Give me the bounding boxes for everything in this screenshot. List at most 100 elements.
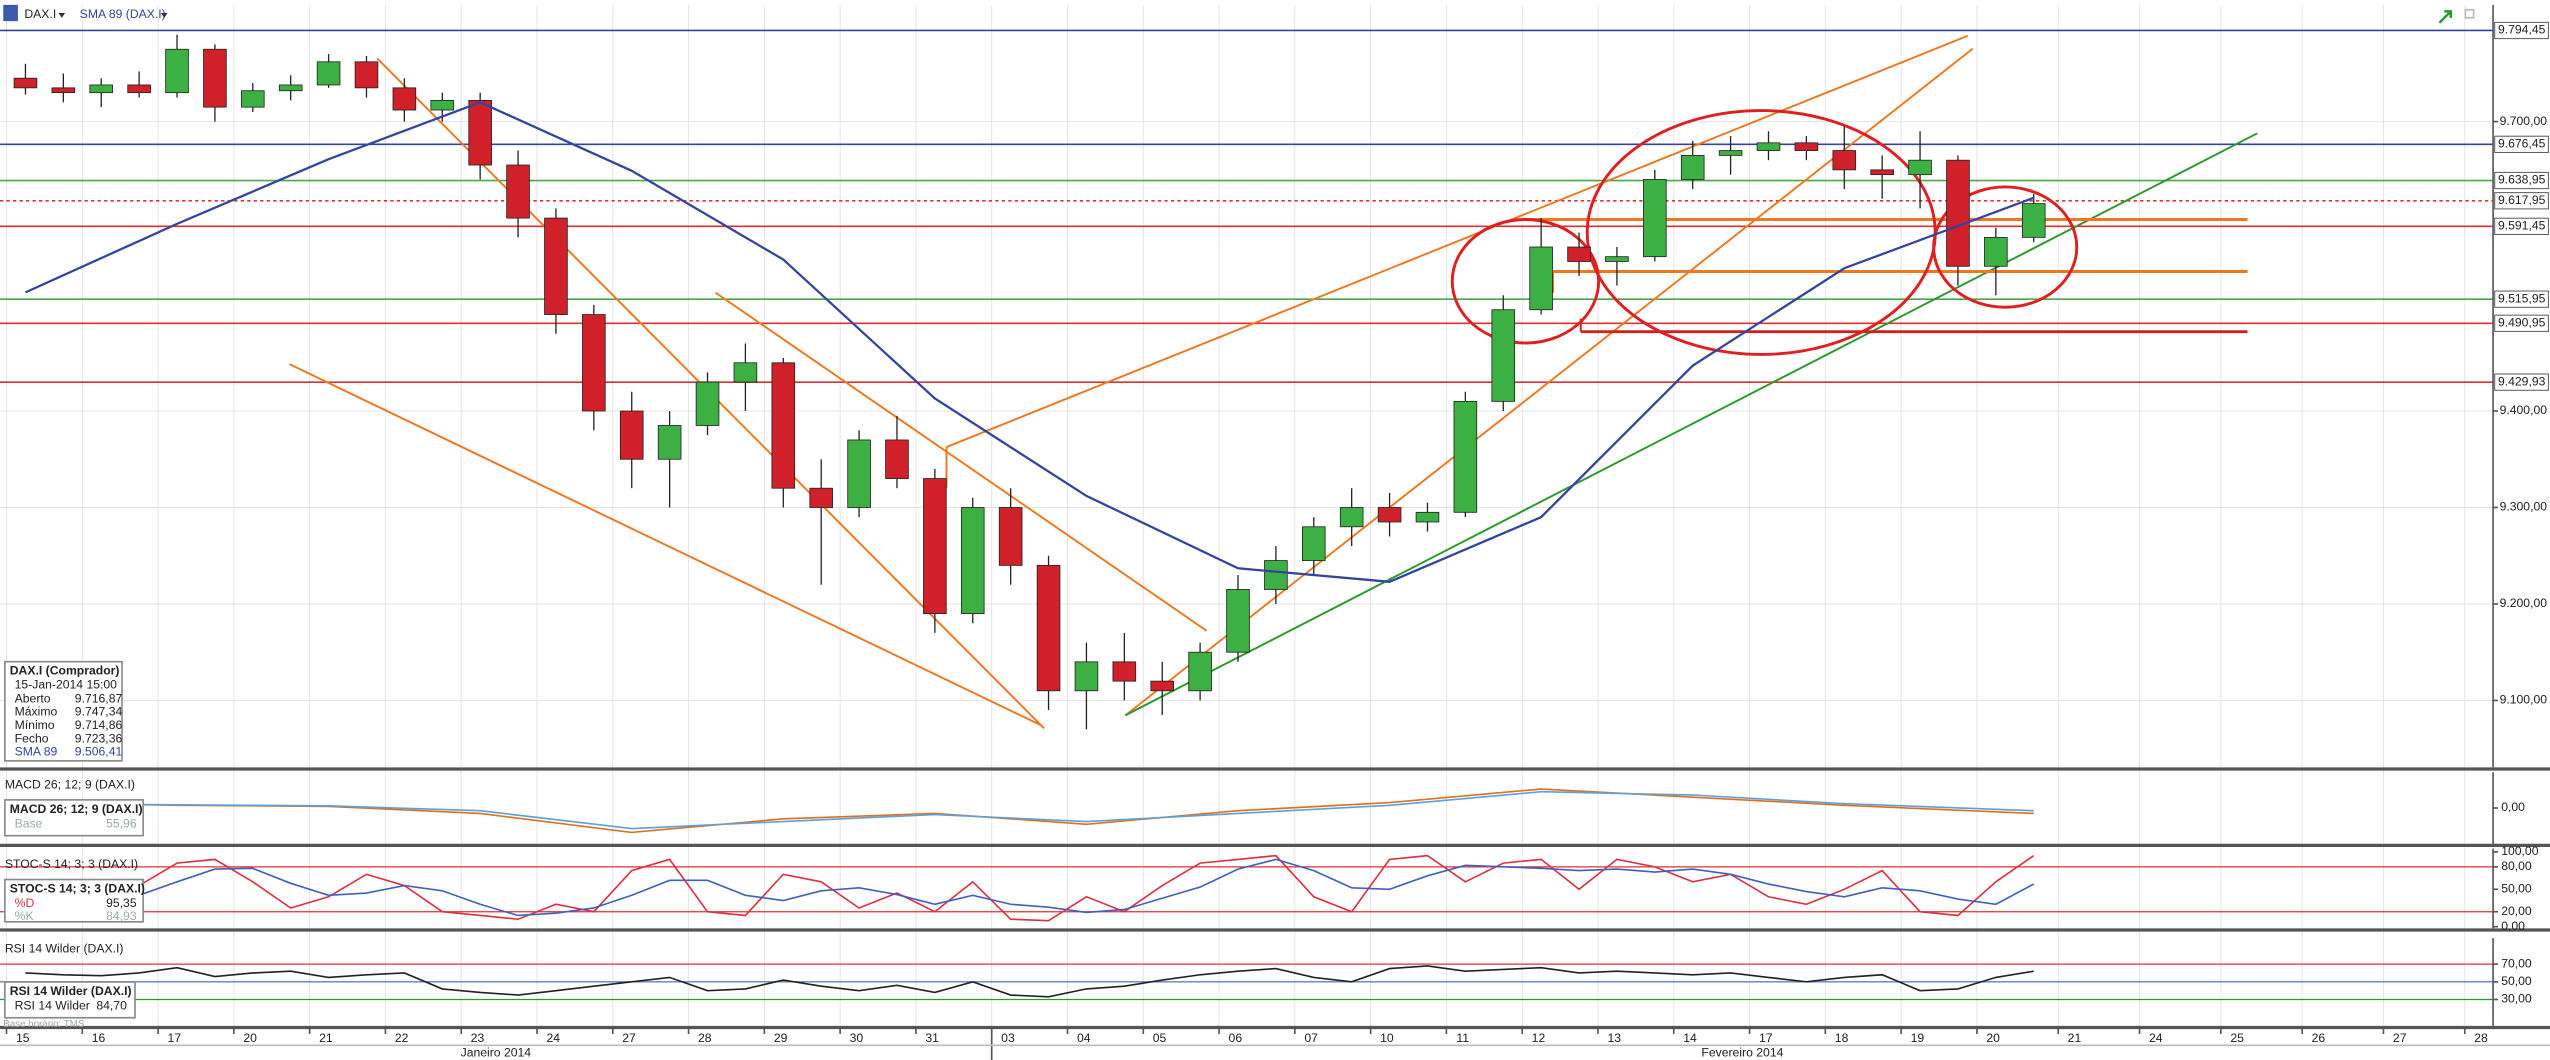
circle-annotation — [1450, 218, 1601, 345]
candle-body — [203, 48, 227, 108]
y-tick-label: 9.200,00 — [2500, 596, 2548, 610]
candle-body — [809, 487, 833, 508]
y-tick-label: 0,00 — [2501, 919, 2525, 933]
x-tick-label: 10 — [1380, 1031, 1394, 1045]
x-tick-label: 19 — [1911, 1031, 1925, 1045]
x-tick-label: 27 — [622, 1031, 636, 1045]
x-tick-label: 23 — [471, 1031, 485, 1045]
stoch-line — [25, 858, 2035, 917]
candle-body — [885, 439, 909, 479]
legend-value: 55,96 — [106, 816, 137, 830]
x-tick-label: 21 — [319, 1031, 333, 1045]
x-tick-label: 16 — [92, 1031, 106, 1045]
candle-body — [1264, 560, 1288, 590]
x-tick-label: 25 — [2230, 1031, 2244, 1045]
y-tick-label: 9.100,00 — [2500, 693, 2548, 707]
candle-body — [1529, 246, 1553, 311]
price-label: 9.591,45 — [2498, 219, 2546, 233]
candle-body — [430, 99, 455, 111]
price-label-box — [2494, 290, 2549, 308]
candle-body — [582, 314, 606, 412]
candle-body — [278, 84, 303, 92]
candle-body — [1908, 159, 1932, 176]
symbol-dropdown[interactable]: DAX.I — [24, 7, 56, 21]
price-label-box — [2494, 171, 2549, 190]
macd-line — [25, 790, 2034, 830]
candle-body — [89, 84, 114, 94]
tooltip-value: 9.506,41 — [75, 745, 123, 759]
x-tick-label: 28 — [698, 1031, 712, 1045]
tooltip-label: Máximo — [15, 705, 58, 719]
x-tick-label: 13 — [1607, 1031, 1621, 1045]
trend-line — [1124, 48, 1974, 717]
x-tick-label: 24 — [546, 1031, 560, 1045]
dropdown-arrow[interactable] — [58, 13, 66, 18]
x-tick-label: 18 — [1835, 1031, 1849, 1045]
y-tick-label: 9.300,00 — [2500, 500, 2548, 514]
x-tick-label: 14 — [1683, 1031, 1697, 1045]
price-label: 9.676,45 — [2498, 137, 2546, 151]
panel-label[interactable]: RSI 14 Wilder (DAX.I) — [5, 942, 124, 956]
indicator-dropdown[interactable]: SMA 89 (DAX.I) — [80, 7, 166, 21]
candle-body — [923, 478, 947, 615]
plot — [13, 34, 2046, 998]
candle-body — [316, 61, 341, 86]
window-button[interactable] — [2464, 8, 2475, 19]
x-tick-label: 31 — [925, 1031, 939, 1045]
candle-body — [960, 507, 985, 615]
stoch-line — [25, 854, 2035, 922]
x-tick-label: 17 — [168, 1031, 182, 1045]
tooltip-value: 9.723,36 — [75, 731, 123, 745]
candle-body — [847, 439, 871, 508]
tooltip-label: Mínimo — [15, 718, 55, 732]
x-tick-label: 15 — [16, 1031, 30, 1045]
x-tick-label: 07 — [1304, 1031, 1318, 1045]
candle-body — [771, 362, 796, 489]
candle-body — [1036, 564, 1061, 692]
legend-value: 95,35 — [106, 896, 137, 910]
trend-icon[interactable] — [2438, 10, 2453, 24]
candle-body — [1643, 179, 1667, 258]
price-label-box — [2494, 217, 2549, 235]
y-tick-label: 80,00 — [2501, 859, 2532, 873]
price-label: 9.638,95 — [2498, 173, 2546, 187]
tooltip-label: Aberto — [15, 691, 51, 705]
y-tick-label: 0,00 — [2501, 800, 2525, 814]
trend-line — [946, 34, 1969, 448]
candle-body — [1339, 507, 1364, 528]
legend-box — [4, 878, 144, 923]
month-label: Janeiro 2014 — [461, 1046, 532, 1060]
candle-body — [1984, 236, 2008, 267]
symbol-icon — [3, 4, 18, 22]
trend-line — [289, 363, 1042, 726]
tooltip-rows: Aberto 9.716,87 Máximo 9.747,34 Mínimo 9.714,… — [15, 691, 123, 758]
legend-title: STOC-S 14; 3; 3 (DAX.I) — [10, 882, 145, 896]
x-tick-label: 20 — [1986, 1031, 2000, 1045]
x-tick-label: 26 — [2312, 1031, 2326, 1045]
candle-body — [619, 410, 644, 460]
candle-body — [1567, 246, 1591, 262]
x-tick-label: 29 — [774, 1031, 788, 1045]
trend-line — [715, 291, 1208, 632]
candle-body — [1756, 142, 1781, 151]
month-label: Fevereiro 2014 — [1701, 1046, 1783, 1060]
dropdown-arrow[interactable] — [161, 13, 168, 18]
x-tick-label: 30 — [850, 1031, 864, 1045]
tooltip-date: 15-Jan-2014 15:00 — [15, 677, 118, 691]
candle-body — [1453, 400, 1478, 513]
y-tick-label: 20,00 — [2501, 904, 2532, 918]
price-label-box — [2494, 135, 2549, 153]
legend-box — [4, 981, 136, 1019]
legend-entry: %K — [15, 909, 34, 923]
x-tick-label: 04 — [1077, 1031, 1091, 1045]
tooltip-title: DAX.I (Comprador) — [10, 664, 120, 678]
panel-label[interactable]: STOC-S 14; 3; 3 (DAX.I) — [5, 857, 138, 871]
y-tick-label: 9.700,00 — [2500, 114, 2548, 128]
x-tick-label: 03 — [1001, 1031, 1015, 1045]
y-tick-label: 50,00 — [2501, 974, 2532, 988]
tooltip-label: Fecho — [15, 731, 49, 745]
panel-label[interactable]: MACD 26; 12; 9 (DAX.I) — [5, 777, 135, 791]
candle-body — [1301, 526, 1326, 561]
